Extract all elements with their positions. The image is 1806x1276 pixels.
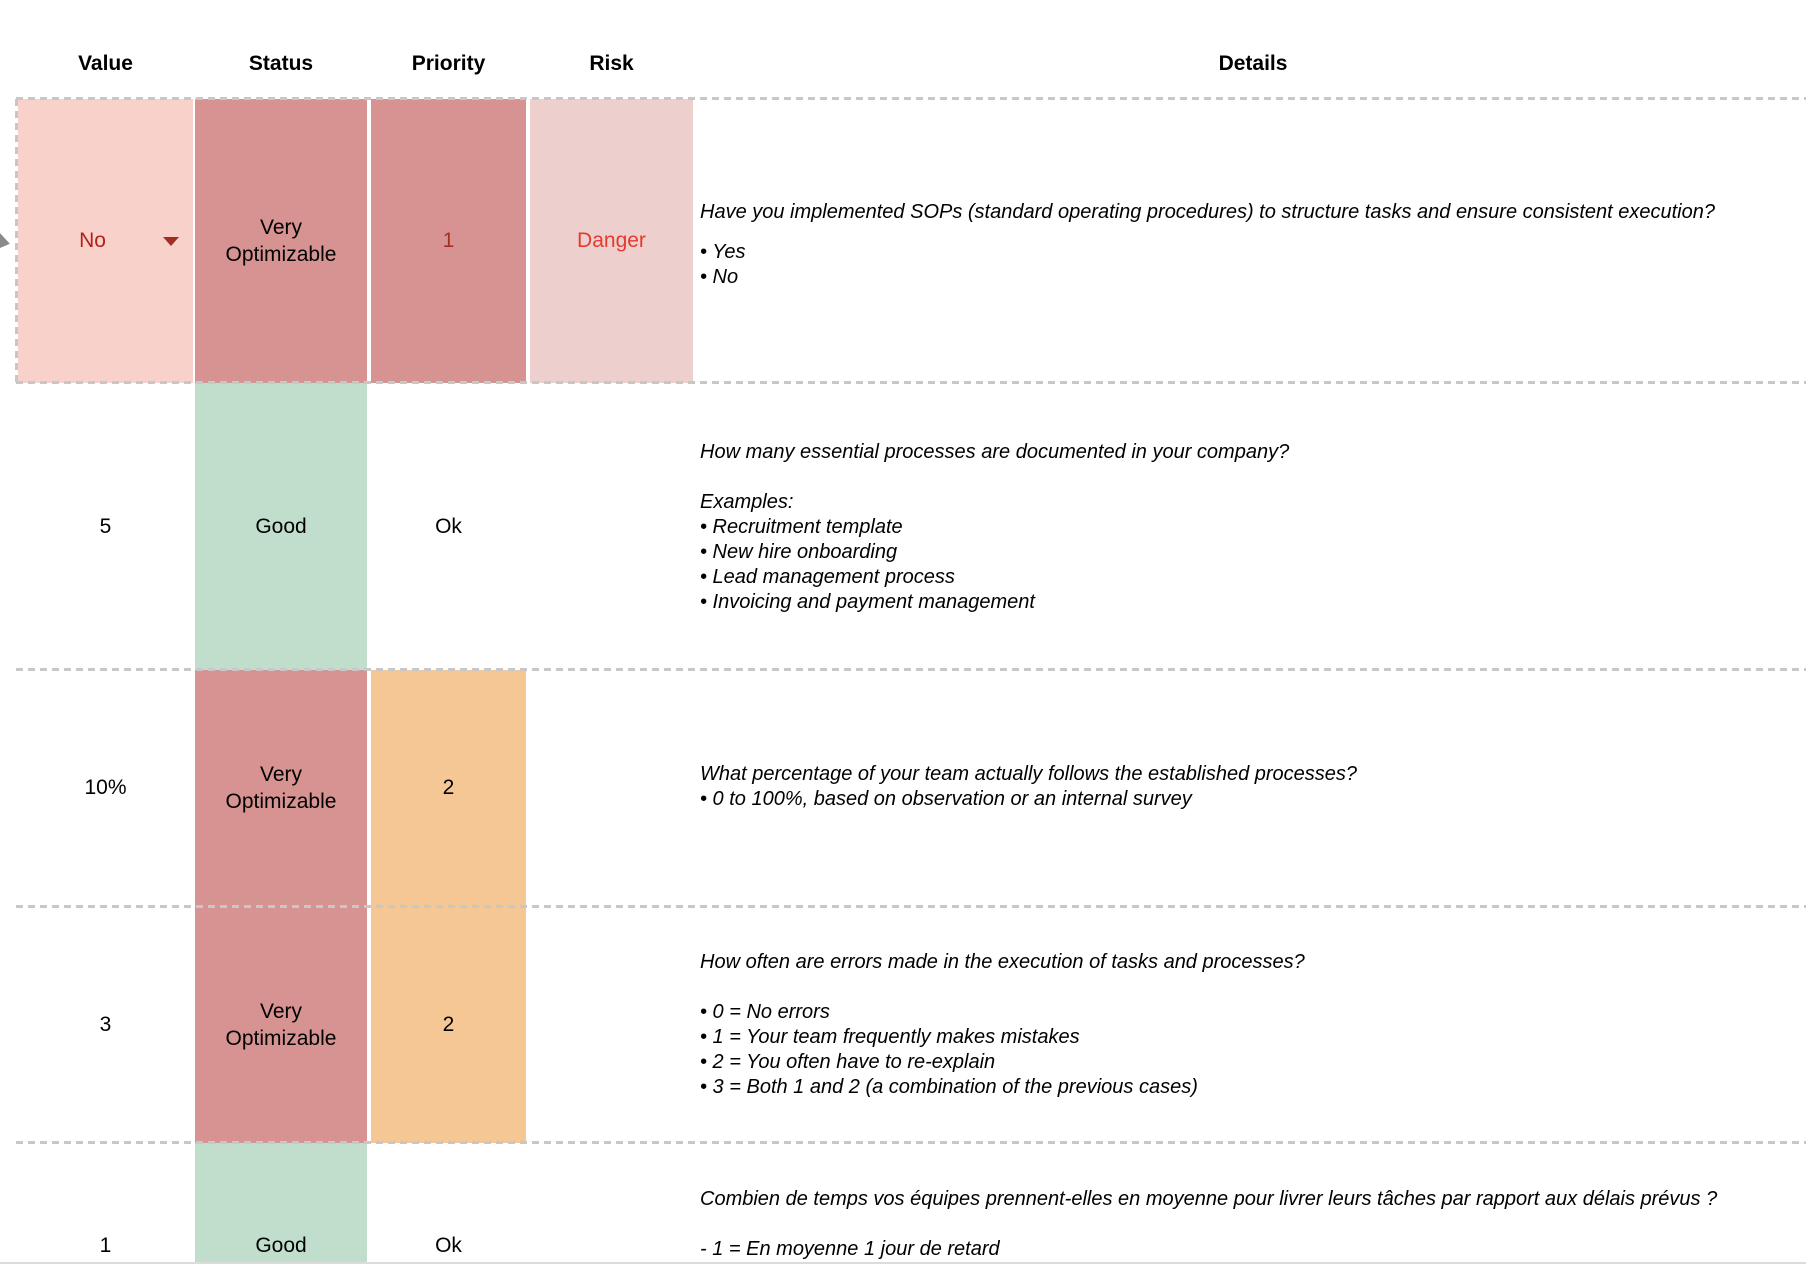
- row-border-1-2: [16, 381, 1806, 384]
- details-bullet: - 1 = En moyenne 1 jour de retard: [700, 1238, 1000, 1260]
- details-bullet: • 0 to 100%, based on observation or an …: [700, 788, 1192, 810]
- cell-priority-row3-text: 2: [442, 776, 455, 799]
- details-spacer: [700, 225, 1806, 240]
- table-left-dashed-border: [15, 99, 18, 383]
- cell-status-row1[interactable]: Very Optimizable: [195, 99, 367, 383]
- cell-status-row4[interactable]: Very Optimizable: [195, 906, 367, 1143]
- column-header-details: Details: [1218, 52, 1288, 75]
- cell-priority-row2-text: Ok: [435, 514, 462, 538]
- cell-status-row1-text: Very Optimizable: [225, 216, 337, 266]
- cell-status-row4-text: Very Optimizable: [225, 999, 337, 1050]
- cell-value-row3-text: 10%: [84, 776, 127, 799]
- details-bullet: • 3 = Both 1 and 2 (a combination of the…: [700, 1076, 1198, 1098]
- cell-details-row1[interactable]: Have you implemented SOPs (standard oper…: [700, 200, 1806, 290]
- row-cursor-arrow-icon: [0, 228, 13, 256]
- details-bullet: • No: [700, 266, 739, 288]
- cell-status-row3[interactable]: Very Optimizable: [195, 670, 367, 906]
- details-label: Examples:: [700, 491, 794, 513]
- details-bullet: • New hire onboarding: [700, 541, 898, 563]
- cell-priority-row5[interactable]: Ok: [371, 1143, 526, 1263]
- cell-value-row3[interactable]: 10%: [18, 670, 193, 906]
- cell-status-row5-text: Good: [255, 1234, 307, 1257]
- cell-priority-row4-text: 2: [442, 1012, 455, 1036]
- cell-risk-row1[interactable]: Danger: [530, 99, 693, 383]
- cell-value-row1[interactable]: No: [18, 99, 193, 383]
- cell-value-row4[interactable]: 3: [18, 906, 193, 1143]
- row-border-top: [16, 97, 1806, 100]
- details-bullet: • Invoicing and payment management: [700, 591, 1035, 613]
- column-header-status: Status: [248, 52, 314, 75]
- cell-priority-row3[interactable]: 2: [371, 670, 526, 906]
- cell-details-row2[interactable]: How many essential processes are documen…: [700, 440, 1806, 615]
- details-bullet: • 2 = You often have to re-explain: [700, 1051, 996, 1073]
- details-bullet: • Recruitment template: [700, 516, 903, 538]
- row-border-4-5: [16, 1141, 1806, 1144]
- cell-risk-row1-text: Danger: [577, 229, 646, 252]
- cell-status-row2-text: Good: [255, 514, 307, 538]
- cell-priority-row4[interactable]: 2: [371, 906, 526, 1143]
- column-header-value: Value: [78, 52, 133, 75]
- details-question: How many essential processes are documen…: [700, 441, 1290, 463]
- details-question: Combien de temps vos équipes prennent-el…: [700, 1188, 1718, 1210]
- cell-priority-row1[interactable]: 1: [371, 99, 526, 383]
- column-header-priority: Priority: [411, 52, 486, 75]
- details-bullet: • 1 = Your team frequently makes mistake…: [700, 1026, 1080, 1048]
- cell-status-row3-text: Very Optimizable: [225, 763, 337, 813]
- cell-details-row5[interactable]: Combien de temps vos équipes prennent-el…: [700, 1187, 1806, 1262]
- details-spacer: [700, 465, 1806, 490]
- cell-value-row2[interactable]: 5: [18, 383, 193, 670]
- cell-value-row2-text: 5: [99, 514, 112, 538]
- cell-status-row2[interactable]: Good: [195, 383, 367, 670]
- cell-details-row4[interactable]: How often are errors made in the executi…: [700, 950, 1806, 1100]
- details-bullet: • 0 = No errors: [700, 1001, 830, 1023]
- row-border-2-3: [16, 668, 1806, 671]
- details-question: Have you implemented SOPs (standard oper…: [700, 201, 1715, 223]
- column-header-risk: Risk: [589, 52, 634, 75]
- dropdown-caret-icon[interactable]: [163, 237, 179, 246]
- cell-value-row4-text: 3: [99, 1012, 112, 1036]
- details-spacer: [700, 1212, 1806, 1237]
- cell-priority-row1-text: 1: [442, 229, 455, 252]
- details-question: How often are errors made in the executi…: [700, 951, 1305, 973]
- cell-value-row5[interactable]: 1: [18, 1143, 193, 1263]
- row-border-3-4: [16, 905, 1806, 908]
- cell-value-row5-text: 1: [99, 1234, 112, 1257]
- cell-value-row1-text: No: [79, 229, 106, 252]
- details-bullet: • Lead management process: [700, 566, 955, 588]
- details-bullet: • Yes: [700, 241, 746, 263]
- details-spacer: [700, 975, 1806, 1000]
- details-question: What percentage of your team actually fo…: [700, 763, 1358, 785]
- cell-priority-row5-text: Ok: [435, 1234, 462, 1257]
- pane-bottom-edge: [0, 1262, 1806, 1264]
- cell-details-row3[interactable]: What percentage of your team actually fo…: [700, 762, 1806, 812]
- cell-priority-row2[interactable]: Ok: [371, 383, 526, 670]
- cell-status-row5[interactable]: Good: [195, 1143, 367, 1263]
